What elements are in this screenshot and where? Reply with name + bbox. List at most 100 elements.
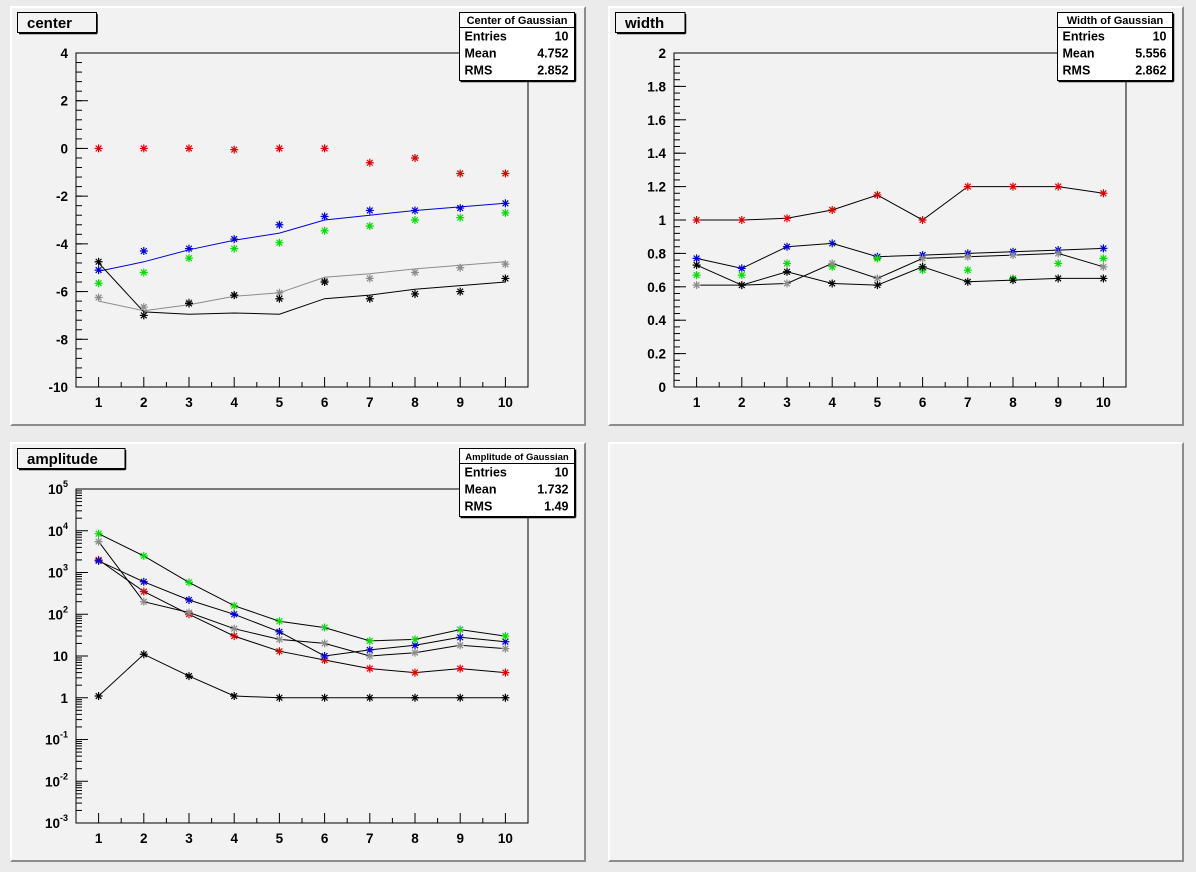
data-point bbox=[692, 216, 701, 224]
chart-title: amplitude bbox=[27, 451, 98, 468]
data-point bbox=[501, 199, 510, 208]
data-point bbox=[1054, 259, 1063, 268]
data-point bbox=[783, 242, 791, 251]
data-point bbox=[456, 625, 465, 634]
data-point bbox=[456, 693, 465, 702]
data-point bbox=[737, 216, 746, 224]
data-point bbox=[963, 277, 972, 286]
data-point bbox=[275, 288, 284, 297]
x-tick-label: 6 bbox=[919, 395, 927, 410]
fit-line bbox=[98, 560, 506, 657]
y-tick-label: -6 bbox=[56, 285, 68, 300]
stats-label: Entries bbox=[1063, 30, 1105, 44]
data-point bbox=[94, 279, 103, 288]
data-point bbox=[365, 645, 374, 654]
data-point bbox=[275, 294, 284, 303]
y-tick-label: 1 bbox=[658, 213, 666, 228]
stats-title: Amplitude of Gaussian bbox=[465, 452, 569, 463]
data-point bbox=[139, 247, 148, 256]
data-point bbox=[411, 668, 419, 677]
data-point bbox=[918, 216, 927, 224]
data-point bbox=[365, 221, 374, 230]
data-point bbox=[94, 257, 103, 266]
stats-title: Center of Gaussian bbox=[467, 15, 568, 27]
data-point bbox=[94, 266, 103, 275]
y-tick-label: 0 bbox=[60, 141, 68, 156]
data-point bbox=[365, 636, 374, 645]
chart-amplitude: amplitude Amplitude of Gaussian Entries 10 M… bbox=[17, 448, 577, 846]
stats-label: RMS bbox=[465, 500, 493, 514]
y-tick-label: -8 bbox=[56, 332, 68, 347]
data-point bbox=[501, 208, 510, 217]
y-tick-label: 10-2 bbox=[45, 771, 68, 789]
data-point bbox=[365, 158, 374, 167]
data-point bbox=[456, 213, 465, 222]
stats-label: RMS bbox=[465, 64, 493, 78]
data-point bbox=[230, 601, 239, 610]
data-point bbox=[501, 668, 510, 677]
stats-label: Entries bbox=[465, 30, 507, 44]
fit-line bbox=[696, 186, 1104, 221]
data-point bbox=[737, 281, 746, 290]
data-point bbox=[456, 641, 465, 650]
x-tick-label: 4 bbox=[230, 831, 238, 846]
data-point bbox=[501, 632, 510, 641]
data-point bbox=[275, 635, 284, 644]
data-point bbox=[501, 260, 510, 269]
data-point bbox=[139, 268, 148, 277]
data-point bbox=[456, 263, 465, 272]
chart-title: center bbox=[27, 15, 72, 32]
x-tick-label: 2 bbox=[738, 395, 746, 410]
x-tick-label: 3 bbox=[783, 395, 791, 410]
stats-value: 1.49 bbox=[544, 500, 568, 514]
data-point bbox=[320, 226, 329, 235]
stats-value: 4.752 bbox=[537, 47, 568, 61]
data-point bbox=[692, 281, 701, 290]
y-tick-label: 0.4 bbox=[647, 313, 666, 328]
stats-value: 10 bbox=[1153, 30, 1167, 44]
stats-box bbox=[1057, 12, 1173, 81]
x-tick-label: 5 bbox=[276, 831, 284, 846]
x-tick-label: 1 bbox=[693, 395, 701, 410]
data-point bbox=[873, 254, 882, 263]
data-point bbox=[501, 644, 510, 653]
pad-empty bbox=[608, 442, 1184, 862]
data-point bbox=[411, 268, 419, 277]
data-point bbox=[783, 279, 791, 288]
data-point bbox=[456, 204, 465, 213]
data-point bbox=[230, 145, 239, 154]
fit-line bbox=[696, 252, 1104, 286]
x-tick-label: 4 bbox=[230, 395, 238, 410]
fit-line bbox=[98, 262, 506, 315]
data-point bbox=[139, 597, 148, 606]
stats-label: Entries bbox=[465, 466, 507, 480]
y-tick-label: 10 bbox=[53, 649, 68, 664]
fit-line bbox=[98, 261, 506, 312]
y-tick-label: 1 bbox=[60, 691, 68, 706]
y-tick-label: 10-3 bbox=[45, 813, 68, 831]
data-point bbox=[320, 652, 329, 660]
y-tick-label: 1.2 bbox=[647, 180, 666, 195]
data-point bbox=[139, 144, 148, 153]
x-tick-label: 10 bbox=[498, 395, 513, 410]
y-tick-label: 103 bbox=[48, 563, 68, 581]
data-point bbox=[456, 169, 465, 178]
data-point bbox=[963, 252, 972, 261]
y-tick-label: 1.6 bbox=[647, 113, 666, 128]
data-point bbox=[275, 693, 284, 702]
y-tick-label: 1.8 bbox=[647, 79, 666, 94]
x-tick-label: 7 bbox=[366, 395, 374, 410]
data-point bbox=[275, 647, 284, 656]
data-point bbox=[185, 244, 193, 253]
x-tick-label: 2 bbox=[140, 831, 148, 846]
x-tick-label: 5 bbox=[276, 395, 284, 410]
stats-box bbox=[459, 12, 575, 81]
y-tick-label: 1.4 bbox=[647, 146, 666, 161]
data-point bbox=[230, 624, 239, 633]
data-point bbox=[456, 633, 465, 642]
data-point bbox=[783, 267, 791, 276]
x-tick-label: 7 bbox=[366, 831, 374, 846]
data-point bbox=[185, 608, 193, 617]
